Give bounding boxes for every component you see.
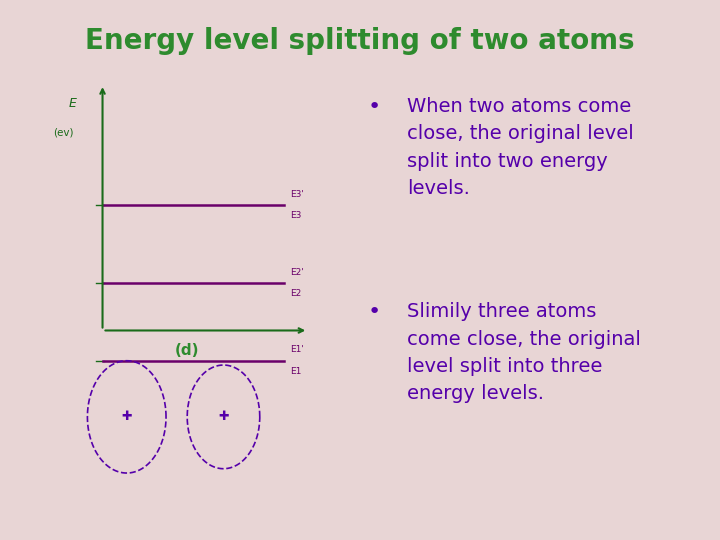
Text: •: • [367, 97, 380, 117]
Text: Slimily three atoms
come close, the original
level split into three
energy level: Slimily three atoms come close, the orig… [407, 302, 641, 403]
Text: E1': E1' [290, 346, 304, 354]
Text: ✚: ✚ [122, 410, 132, 423]
Text: •: • [367, 302, 380, 322]
Text: E3': E3' [290, 190, 304, 199]
Text: Energy level splitting of two atoms: Energy level splitting of two atoms [85, 27, 635, 55]
Text: E2: E2 [290, 289, 301, 298]
Text: ✚: ✚ [218, 410, 229, 423]
Text: (ev): (ev) [53, 127, 73, 138]
Text: When two atoms come
close, the original level
split into two energy
levels.: When two atoms come close, the original … [407, 97, 634, 198]
Text: E1: E1 [290, 367, 302, 376]
Text: E: E [68, 97, 76, 110]
Text: (d): (d) [175, 343, 199, 359]
Text: E3: E3 [290, 212, 302, 220]
Text: E2': E2' [290, 268, 304, 276]
